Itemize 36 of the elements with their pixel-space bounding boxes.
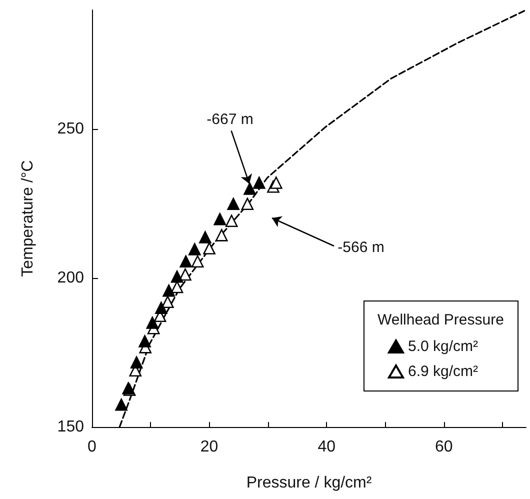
point [138, 335, 151, 348]
y-tick-label: 200 [57, 270, 84, 287]
point [170, 270, 184, 283]
point [214, 212, 226, 226]
annotation: -566 m [338, 239, 384, 256]
point [180, 255, 192, 268]
x-tick-label: 40 [318, 438, 336, 456]
legend-title: Wellhead Pressure [377, 312, 504, 328]
point [253, 176, 266, 189]
x-tick-label: 60 [434, 438, 453, 456]
x-tick-label: 0 [88, 438, 97, 456]
point [225, 214, 238, 228]
x-tick-label: 20 [200, 438, 218, 456]
point [130, 356, 143, 369]
point [188, 243, 201, 256]
point [244, 182, 256, 195]
point [155, 302, 168, 314]
annotation: -667 m [206, 110, 254, 128]
point [203, 242, 216, 254]
point [270, 176, 282, 189]
y-tick-label: 150 [57, 418, 84, 436]
point [179, 268, 192, 281]
y-axis-title: Temperature /°C [20, 160, 36, 277]
point [191, 255, 204, 268]
point [199, 231, 212, 244]
x-axis-title: Pressure / kg/cm² [246, 474, 372, 492]
point [227, 198, 240, 210]
point [162, 296, 174, 308]
point [215, 229, 228, 242]
legend-label: 6.9 kg/cm² [408, 363, 478, 380]
point [115, 398, 128, 411]
point [162, 284, 175, 297]
point [146, 316, 159, 329]
y-tick-label: 250 [57, 120, 84, 138]
point [241, 198, 254, 210]
legend-label: 5.0 kg/cm² [408, 338, 478, 355]
